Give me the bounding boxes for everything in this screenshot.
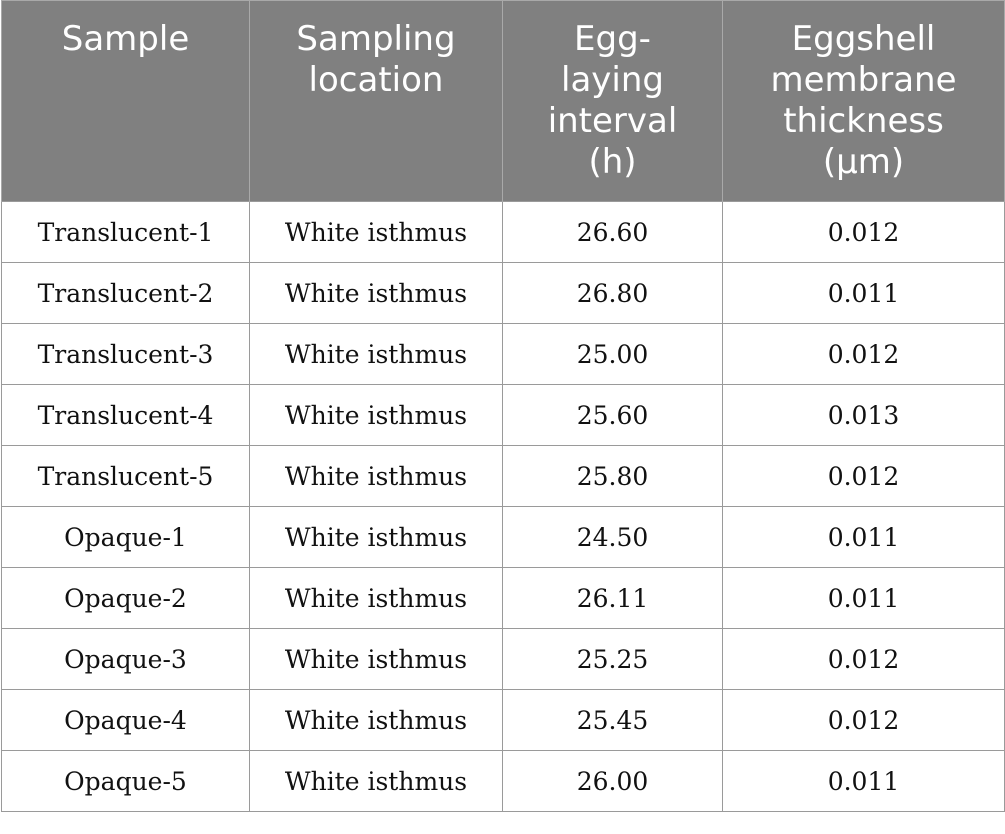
cell-location: White isthmus [249, 750, 503, 812]
cell-interval: 24.50 [502, 506, 723, 568]
cell-thickness: 0.012 [722, 445, 1005, 507]
cell-thickness: 0.011 [722, 262, 1005, 324]
cell-interval: 26.60 [502, 201, 723, 263]
table-row: Opaque-5 White isthmus 26.00 0.011 [1, 750, 1005, 812]
cell-interval: 26.00 [502, 750, 723, 812]
header-line: Egg- [574, 19, 651, 59]
cell-thickness: 0.012 [722, 323, 1005, 385]
table-row: Opaque-4 White isthmus 25.45 0.012 [1, 689, 1005, 751]
cell-interval: 25.00 [502, 323, 723, 385]
table-row: Opaque-3 White isthmus 25.25 0.012 [1, 628, 1005, 690]
cell-sample: Translucent-1 [1, 201, 250, 263]
cell-location: White isthmus [249, 628, 503, 690]
header-sample: Sample [1, 0, 250, 202]
table-row: Translucent-4 White isthmus 25.60 0.013 [1, 384, 1005, 446]
cell-location: White isthmus [249, 384, 503, 446]
table-row: Opaque-1 White isthmus 24.50 0.011 [1, 506, 1005, 568]
cell-interval: 25.80 [502, 445, 723, 507]
cell-thickness: 0.012 [722, 689, 1005, 751]
cell-location: White isthmus [249, 323, 503, 385]
header-line: (h) [588, 142, 637, 182]
cell-sample: Opaque-4 [1, 689, 250, 751]
header-line: Sampling [296, 19, 456, 59]
cell-interval: 26.11 [502, 567, 723, 629]
cell-thickness: 0.011 [722, 567, 1005, 629]
cell-sample: Translucent-5 [1, 445, 250, 507]
cell-interval: 25.60 [502, 384, 723, 446]
header-line: membrane [770, 60, 957, 100]
table-header: Sample Sampling location Egg- laying int… [1, 0, 1005, 202]
cell-location: White isthmus [249, 567, 503, 629]
cell-thickness: 0.011 [722, 506, 1005, 568]
cell-location: White isthmus [249, 506, 503, 568]
header-eggshell-membrane-thickness: Eggshell membrane thickness (μm) [722, 0, 1005, 202]
header-row: Sample Sampling location Egg- laying int… [1, 0, 1005, 202]
header-egg-laying-interval: Egg- laying interval (h) [502, 0, 723, 202]
cell-interval: 25.25 [502, 628, 723, 690]
table-body: Translucent-1 White isthmus 26.60 0.012 … [1, 201, 1005, 812]
cell-sample: Opaque-3 [1, 628, 250, 690]
cell-location: White isthmus [249, 445, 503, 507]
cell-location: White isthmus [249, 262, 503, 324]
header-line: laying [561, 60, 664, 100]
header-line: interval [547, 101, 678, 141]
cell-sample: Translucent-3 [1, 323, 250, 385]
data-table: Sample Sampling location Egg- laying int… [1, 0, 1005, 812]
cell-sample: Translucent-4 [1, 384, 250, 446]
header-line: Sample [61, 19, 190, 59]
cell-thickness: 0.013 [722, 384, 1005, 446]
header-line: Eggshell [791, 19, 936, 59]
table-row: Opaque-2 White isthmus 26.11 0.011 [1, 567, 1005, 629]
cell-location: White isthmus [249, 201, 503, 263]
header-sampling-location: Sampling location [249, 0, 503, 202]
table-row: Translucent-5 White isthmus 25.80 0.012 [1, 445, 1005, 507]
table-row: Translucent-2 White isthmus 26.80 0.011 [1, 262, 1005, 324]
cell-thickness: 0.012 [722, 628, 1005, 690]
header-line: thickness [783, 101, 944, 141]
header-line: location [308, 60, 444, 100]
cell-thickness: 0.011 [722, 750, 1005, 812]
cell-sample: Opaque-5 [1, 750, 250, 812]
cell-interval: 25.45 [502, 689, 723, 751]
cell-sample: Opaque-2 [1, 567, 250, 629]
header-line: (μm) [822, 142, 905, 182]
cell-sample: Opaque-1 [1, 506, 250, 568]
table-row: Translucent-1 White isthmus 26.60 0.012 [1, 201, 1005, 263]
cell-thickness: 0.012 [722, 201, 1005, 263]
cell-sample: Translucent-2 [1, 262, 250, 324]
cell-interval: 26.80 [502, 262, 723, 324]
cell-location: White isthmus [249, 689, 503, 751]
table-row: Translucent-3 White isthmus 25.00 0.012 [1, 323, 1005, 385]
